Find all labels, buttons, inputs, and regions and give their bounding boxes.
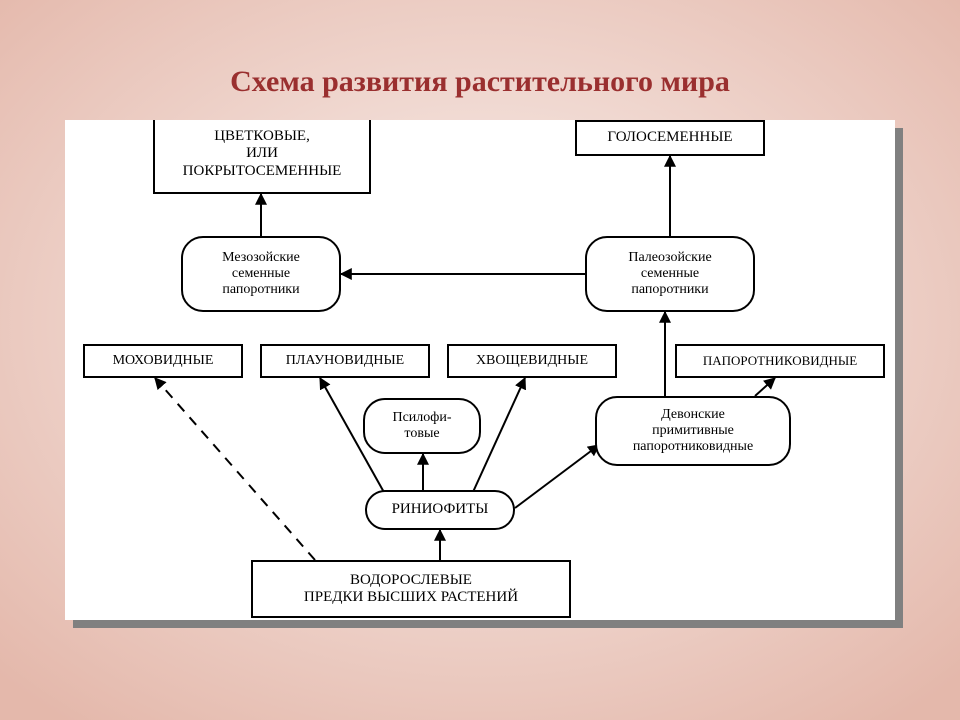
node-label: Палеозойскиесеменныепапоротники — [628, 250, 711, 298]
diagram-frame: ЦВЕТКОВЫЕ,ИЛИПОКРЫТОСЕМЕННЫЕ ГОЛОСЕМЕННЫЕ… — [65, 120, 895, 620]
diagram-title: Схема развития растительного мира — [0, 65, 960, 99]
node-algae: ВОДОРОСЛЕВЫЕПРЕДКИ ВЫСШИХ РАСТЕНИЙ — [251, 560, 571, 618]
node-label: Мезозойскиесеменныепапоротники — [222, 250, 300, 298]
node-flowering: ЦВЕТКОВЫЕ,ИЛИПОКРЫТОСЕМЕННЫЕ — [153, 120, 371, 194]
node-psilo: Псилофи-товые — [363, 398, 481, 454]
node-label: ПЛАУНОВИДНЫЕ — [286, 353, 405, 369]
node-label: Псилофи-товые — [392, 410, 451, 442]
node-ferns: ПАПОРОТНИКОВИДНЫЕ — [675, 344, 885, 378]
page-root: Схема развития растительного мира ЦВЕТКО… — [0, 0, 960, 720]
edge-4 — [473, 378, 525, 492]
node-label: ЦВЕТКОВЫЕ,ИЛИПОКРЫТОСЕМЕННЫЕ — [183, 128, 342, 180]
node-label: РИНИОФИТЫ — [392, 501, 489, 518]
edge-6 — [755, 378, 775, 396]
node-horsetail: ХВОЩЕВИДНЫЕ — [447, 344, 617, 378]
node-label: ХВОЩЕВИДНЫЕ — [476, 353, 588, 369]
node-label: МОХОВИДНЫЕ — [113, 353, 214, 369]
node-devonian: Девонскиепримитивныепапоротниковидные — [595, 396, 791, 466]
node-rhynio: РИНИОФИТЫ — [365, 490, 515, 530]
node-paleo: Палеозойскиесеменныепапоротники — [585, 236, 755, 312]
node-moss: МОХОВИДНЫЕ — [83, 344, 243, 378]
node-label: ГОЛОСЕМЕННЫЕ — [607, 129, 732, 146]
node-label: ВОДОРОСЛЕВЫЕПРЕДКИ ВЫСШИХ РАСТЕНИЙ — [304, 572, 518, 607]
node-lyco: ПЛАУНОВИДНЫЕ — [260, 344, 430, 378]
edge-5 — [515, 445, 599, 508]
node-label: ПАПОРОТНИКОВИДНЫЕ — [703, 354, 857, 369]
edge-1 — [155, 378, 315, 560]
node-meso: Мезозойскиесеменныепапоротники — [181, 236, 341, 312]
node-gymno: ГОЛОСЕМЕННЫЕ — [575, 120, 765, 156]
node-label: Девонскиепримитивныепапоротниковидные — [633, 407, 753, 455]
